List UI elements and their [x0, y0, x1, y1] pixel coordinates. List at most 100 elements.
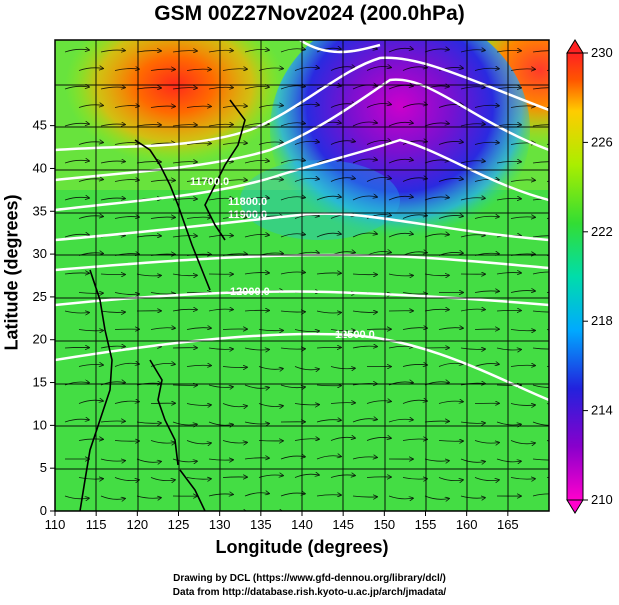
wind-streamline	[460, 422, 485, 423]
wind-streamline	[424, 421, 449, 422]
wind-streamline	[280, 86, 305, 90]
wind-streamline	[402, 67, 427, 71]
wind-streamline	[316, 311, 341, 313]
wind-streamline	[150, 328, 175, 330]
wind-streamline	[136, 88, 161, 89]
wind-streamline	[187, 513, 211, 514]
wind-streamline	[259, 511, 283, 514]
colorbar-tick-label: 226	[591, 134, 613, 149]
wind-streamline	[150, 69, 175, 70]
wind-streamline	[244, 87, 269, 90]
wind-streamline	[280, 272, 305, 274]
x-tick-label: 120	[126, 517, 148, 532]
wind-streamline	[402, 400, 427, 404]
x-tick-label: 165	[497, 517, 519, 532]
wind-streamline	[438, 401, 463, 403]
wind-streamline	[64, 311, 89, 313]
wind-streamline	[78, 179, 103, 182]
wind-streamline	[474, 68, 499, 70]
wind-streamline	[496, 198, 521, 200]
wind-streamline	[64, 273, 89, 274]
wind-streamline	[172, 88, 197, 89]
grid-lines	[55, 40, 549, 511]
wind-streamline	[316, 347, 341, 348]
wind-streamline	[511, 513, 535, 515]
wind-streamline	[438, 363, 463, 367]
wind-streamline	[460, 496, 485, 498]
wind-streamline	[460, 348, 485, 349]
wind-streamline	[280, 493, 305, 497]
wind-streamline	[388, 48, 413, 53]
wind-streamline	[100, 274, 125, 275]
wind-streamline	[402, 141, 427, 145]
wind-streamline	[366, 178, 391, 182]
wind-streamline	[64, 123, 89, 127]
wind-streamline	[402, 104, 427, 108]
wind-streamline	[64, 347, 89, 348]
wind-streamline	[100, 198, 125, 200]
wind-streamline	[78, 293, 103, 294]
credit-line-2: Data from http://database.rish.kyoto-u.a…	[172, 587, 447, 598]
wind-streamline	[460, 235, 485, 237]
wind-streamline	[532, 50, 549, 53]
x-tick-label: 130	[209, 517, 231, 532]
wind-streamline	[244, 198, 269, 201]
x-tick-label: 145	[332, 517, 354, 532]
wind-streamline	[64, 86, 89, 90]
wind-streamline	[151, 515, 175, 516]
x-tick-label: 160	[456, 517, 478, 532]
wind-streamline	[496, 458, 521, 462]
wind-streamline	[222, 403, 247, 407]
wind-streamline	[172, 236, 197, 237]
wind-streamline	[424, 234, 449, 238]
wind-streamline	[295, 513, 319, 515]
wind-streamline	[244, 348, 269, 350]
wind-streamline	[78, 105, 103, 108]
wind-streamline	[316, 196, 341, 201]
wind-streamline	[352, 346, 377, 348]
wind-streamline	[388, 495, 413, 499]
wind-streamline	[244, 422, 269, 424]
wind-streamline	[352, 159, 377, 164]
wind-streamline	[172, 125, 197, 126]
height-contour	[299, 40, 381, 54]
wind-streamline	[532, 124, 549, 127]
wind-streamline	[172, 162, 197, 163]
wind-streamline	[186, 365, 211, 366]
wind-streamline	[424, 274, 449, 276]
wind-streamline	[532, 310, 549, 313]
wind-streamline	[208, 384, 233, 387]
wind-streamline	[388, 274, 413, 276]
wind-streamline	[474, 364, 499, 367]
wind-streamline	[402, 215, 427, 219]
wind-streamline	[388, 159, 413, 164]
wind-streamline	[460, 198, 485, 200]
wind-streamline	[366, 104, 391, 108]
wind-streamline	[438, 178, 463, 182]
y-tick-label: 45	[33, 118, 47, 133]
wind-streamline	[100, 161, 125, 163]
wind-streamline	[223, 511, 247, 514]
wind-streamline	[222, 477, 247, 478]
wind-streamline	[136, 236, 161, 237]
wind-streamline	[186, 180, 211, 181]
contour-label: 11900.0	[228, 209, 267, 221]
x-axis: 110 115 120 125 130 135 140 145 150 155 160 165	[45, 511, 519, 532]
wind-streamline	[532, 271, 549, 275]
x-tick-label: 110	[45, 517, 66, 532]
wind-streamline	[114, 106, 139, 108]
wind-streamline	[172, 458, 197, 462]
wind-streamline	[136, 274, 161, 276]
wind-streamline	[280, 49, 305, 53]
wind-streamline	[294, 67, 319, 71]
wind-streamline	[172, 199, 197, 200]
wind-streamline	[208, 87, 233, 89]
wind-streamline	[532, 161, 549, 164]
wind-streamline	[136, 422, 161, 423]
wind-streamline	[496, 273, 521, 274]
wind-streamline	[208, 348, 233, 349]
wind-streamline	[136, 383, 161, 385]
contour-label: 11700.0	[190, 176, 229, 188]
wind-streamline	[136, 51, 161, 52]
